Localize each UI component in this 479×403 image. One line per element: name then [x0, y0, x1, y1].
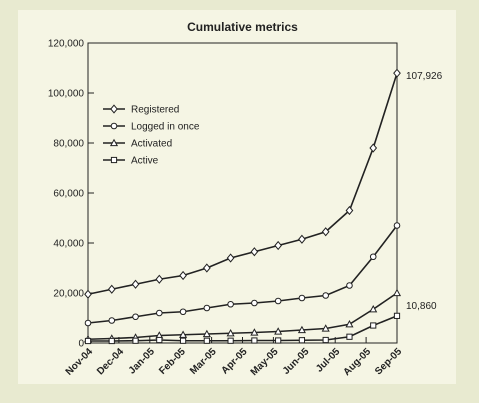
- series-line-activated: [87, 292, 398, 341]
- series-registered: [84, 68, 401, 299]
- data-point-active: [393, 312, 401, 319]
- data-point-active: [298, 337, 306, 344]
- data-point-active: [322, 336, 329, 344]
- data-point-active: [156, 336, 163, 344]
- data-point-active: [346, 333, 353, 340]
- legend-label-active: Active: [131, 156, 159, 167]
- data-point-activated: [369, 305, 378, 313]
- series-line-active: [88, 315, 398, 342]
- data-point-activated: [345, 320, 354, 328]
- series-logged-in-once: [84, 222, 401, 327]
- data-point-activated: [297, 325, 306, 334]
- data-point-registered: [393, 68, 401, 78]
- data-point-logged-in-once: [179, 308, 187, 316]
- data-point-registered: [226, 253, 235, 263]
- legend-label-registered: Registered: [131, 105, 179, 116]
- data-point-activated: [250, 328, 259, 336]
- y-tick-label: 100,000: [48, 89, 85, 100]
- data-point-active: [132, 337, 139, 344]
- data-point-logged-in-once: [108, 317, 116, 324]
- data-point-active: [370, 322, 377, 329]
- data-point-logged-in-once: [322, 292, 329, 299]
- data-point-active: [203, 337, 210, 344]
- data-point-logged-in-once: [156, 309, 163, 317]
- legend: Registered Logged in once Activated Active: [103, 104, 200, 167]
- series-layer: [83, 68, 402, 345]
- data-point-logged-in-once: [203, 304, 211, 312]
- chart-title: Cumulative metrics: [187, 20, 298, 34]
- data-point-active: [251, 337, 258, 344]
- data-point-registered: [84, 289, 92, 299]
- legend-marker-logged-in-once: [110, 122, 118, 130]
- data-point-registered: [131, 279, 140, 289]
- data-point-activated: [179, 330, 188, 338]
- data-point-registered: [202, 263, 211, 273]
- data-point-registered: [179, 270, 187, 281]
- data-point-logged-in-once: [346, 282, 353, 289]
- legend-marker-registered: [110, 104, 118, 114]
- data-point-activated: [392, 288, 402, 297]
- data-point-active: [84, 337, 92, 345]
- data-point-registered: [250, 247, 259, 257]
- data-point-activated: [226, 329, 235, 337]
- data-point-registered: [298, 234, 306, 244]
- data-point-logged-in-once: [369, 253, 377, 261]
- legend-marker-activated: [109, 138, 119, 147]
- end-value-label-registered: 107,926: [406, 71, 443, 82]
- data-point-registered: [155, 274, 164, 284]
- annotations: 107,926 10,860: [406, 71, 443, 312]
- legend-label-activated: Activated: [131, 139, 172, 150]
- series-line-registered: [87, 72, 398, 296]
- data-point-activated: [274, 327, 283, 335]
- y-tick-label: 40,000: [53, 239, 84, 250]
- data-point-logged-in-once: [132, 313, 139, 321]
- data-point-logged-in-once: [251, 299, 258, 307]
- data-point-logged-in-once: [84, 319, 92, 327]
- data-point-registered: [274, 240, 283, 251]
- data-point-registered: [107, 284, 116, 294]
- data-point-registered: [321, 227, 330, 237]
- end-value-label-active: 10,860: [406, 301, 437, 312]
- data-point-active: [108, 337, 115, 345]
- y-tick-label: 60,000: [53, 189, 84, 200]
- data-point-active: [179, 337, 187, 344]
- y-tick-label: 80,000: [53, 139, 84, 150]
- data-point-active: [227, 337, 234, 344]
- legend-label-logged-in-once: Logged in once: [131, 122, 200, 133]
- data-point-active: [275, 337, 282, 344]
- y-tick-label: 0: [78, 339, 84, 350]
- series-line-logged-in-once: [87, 225, 398, 324]
- data-point-registered: [345, 205, 354, 216]
- data-point-activated: [321, 324, 330, 332]
- data-point-registered: [369, 143, 378, 153]
- data-point-logged-in-once: [274, 297, 282, 305]
- series-active: [84, 312, 401, 345]
- data-point-logged-in-once: [298, 294, 306, 302]
- y-tick-label: 120,000: [48, 39, 85, 50]
- y-tick-label: 20,000: [53, 289, 84, 300]
- data-point-logged-in-once: [227, 300, 234, 308]
- data-point-activated: [202, 329, 211, 338]
- data-point-logged-in-once: [393, 222, 401, 229]
- legend-marker-active: [110, 156, 118, 164]
